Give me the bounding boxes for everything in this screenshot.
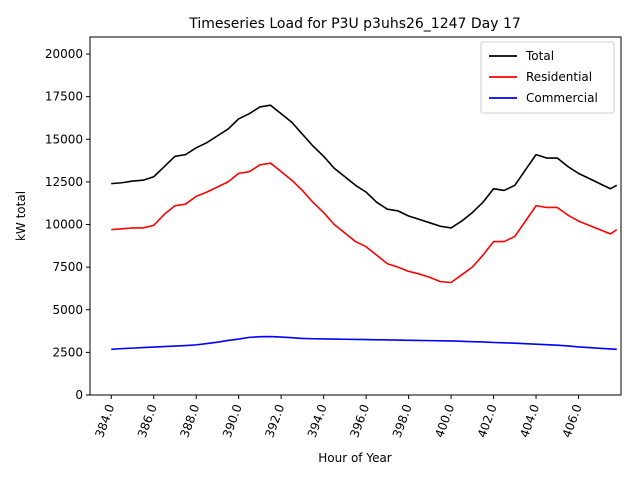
- y-tick-label: 15000: [45, 132, 83, 146]
- y-tick-label: 17500: [45, 90, 83, 104]
- legend-box: [480, 41, 615, 114]
- legend-label-total: Total: [525, 49, 554, 63]
- y-tick-label: 10000: [45, 218, 83, 232]
- series-line-commercial: [111, 335, 617, 351]
- y-tick-label: 7500: [52, 260, 83, 274]
- series-layer: [111, 104, 618, 351]
- y-tick-label: 12500: [45, 175, 83, 189]
- y-tick-label: 0: [75, 388, 83, 402]
- series-line-residential: [111, 162, 618, 284]
- y-tick-label: 5000: [52, 303, 83, 317]
- y-tick-label: 2500: [52, 345, 83, 359]
- legend: Total Residential Commercial: [480, 41, 615, 114]
- legend-label-commercial: Commercial: [526, 91, 598, 105]
- legend-label-residential: Residential: [526, 70, 592, 84]
- series-line-total: [111, 104, 618, 229]
- plot-frame: [89, 36, 622, 396]
- chart-title: Timeseries Load for P3U p3uhs26_1247 Day…: [188, 16, 521, 32]
- y-axis-label: kW total: [14, 191, 28, 241]
- legend-entries: Total Residential Commercial: [489, 49, 598, 105]
- y-tick-label: 20000: [45, 47, 83, 61]
- y-axis-ticks: 0 2500 5000 7500 10000 12500 15000 17500 20000: [45, 47, 90, 402]
- x-axis-label: Hour of Year: [318, 451, 392, 465]
